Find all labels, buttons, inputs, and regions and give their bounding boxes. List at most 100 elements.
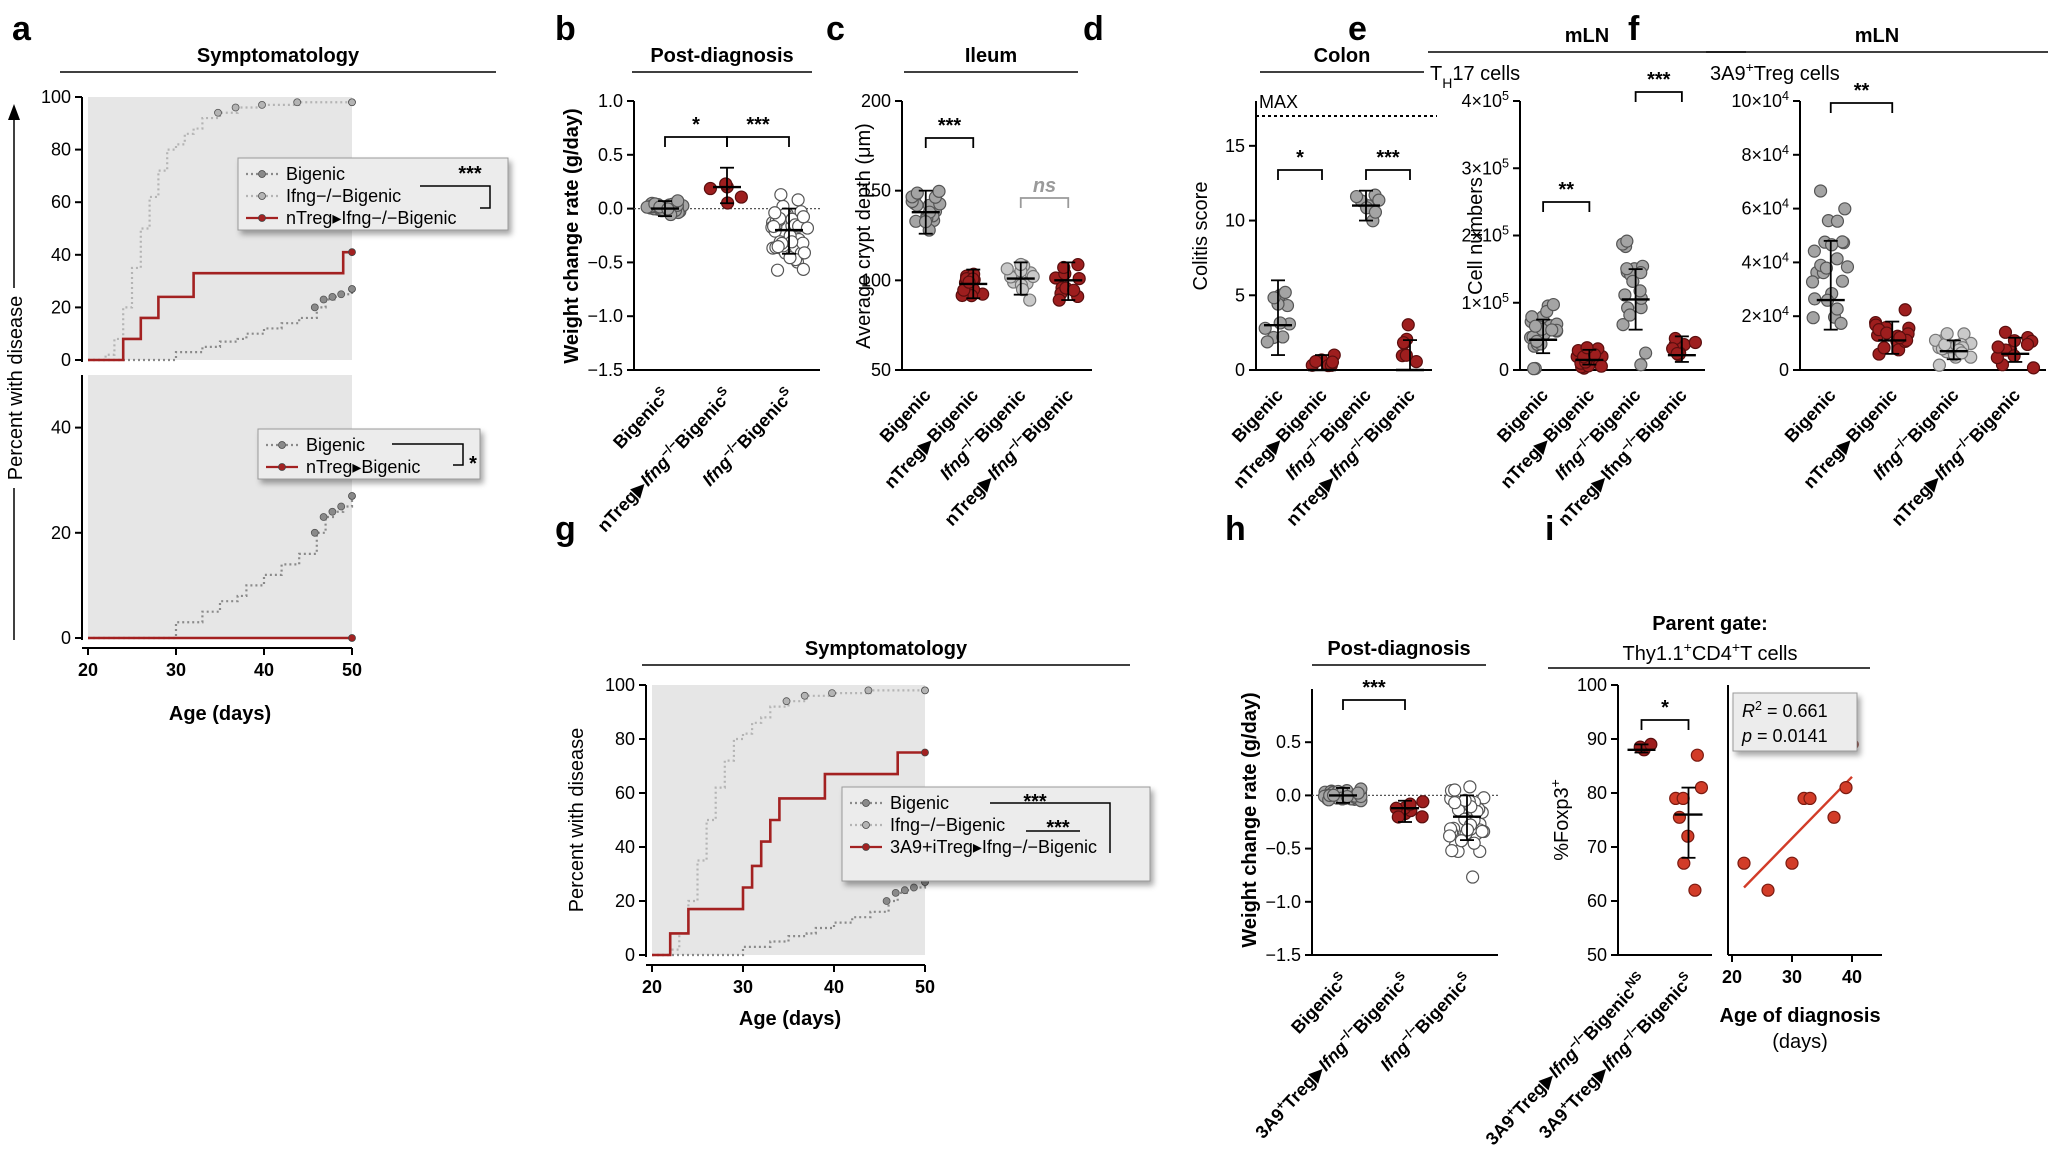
censor-mark-1 xyxy=(828,689,836,697)
data-point xyxy=(671,194,685,208)
data-point xyxy=(734,190,748,204)
panel-label-d: d xyxy=(1083,10,1104,48)
data-point xyxy=(962,275,976,289)
data-point xyxy=(1932,358,1946,372)
panel-f-title: mLN xyxy=(1855,25,1899,47)
panel-b-title: Post-diagnosis xyxy=(650,45,793,67)
significance-label: *** xyxy=(1023,791,1047,813)
data-point xyxy=(1623,308,1637,322)
data-point xyxy=(932,184,946,198)
x-tick-label: 50 xyxy=(342,660,362,680)
data-point xyxy=(1443,829,1457,843)
significance-label: *** xyxy=(938,115,962,137)
data-point xyxy=(1991,340,2005,354)
data-point xyxy=(1448,783,1462,797)
legend-label-1: nTreg▸Bigenic xyxy=(306,457,420,477)
data-point xyxy=(1325,355,1340,369)
y-tick-label: 0.5 xyxy=(598,145,623,165)
data-point xyxy=(1528,319,1543,333)
x-tick-label: 40 xyxy=(254,660,274,680)
y-tick-label: −1.5 xyxy=(1265,945,1301,965)
legend-label-0: Bigenic xyxy=(286,164,345,184)
data-point xyxy=(1267,291,1281,305)
data-point xyxy=(1466,870,1480,884)
y-tick-label: 20 xyxy=(615,891,635,911)
panel-i-title: Parent gate: xyxy=(1652,613,1768,635)
significance-bracket xyxy=(1342,699,1406,710)
y-tick-label: 80 xyxy=(615,729,635,749)
significance-bracket xyxy=(726,136,790,147)
data-point xyxy=(1672,810,1687,824)
data-point xyxy=(791,193,805,207)
scatter-point xyxy=(1761,883,1775,897)
scatter-point xyxy=(1785,856,1799,870)
significance-label: *** xyxy=(1362,677,1386,699)
significance-bracket xyxy=(1277,169,1323,180)
legend-label-2: 3A9+iTreg▸Ifng−/−Bigenic xyxy=(890,837,1097,857)
chart-g: 0 20 40 60 80 100 20 30 40 50 BigenicIfng−/−Bigeni… xyxy=(605,675,1151,997)
y-tick-label: 0 xyxy=(625,945,635,965)
series-end-point-1 xyxy=(348,634,356,642)
data-point xyxy=(1072,271,1086,286)
data-point xyxy=(1676,791,1690,806)
legend-label-2: nTreg▸Ifng−/−Bigenic xyxy=(286,208,456,228)
data-point xyxy=(1594,359,1608,373)
y-tick-label: 70 xyxy=(1587,837,1607,857)
censor-mark-0 xyxy=(900,886,909,895)
panel-h-ylabel: Weight change rate (g/day) xyxy=(1239,692,1261,947)
panel-label-a: a xyxy=(12,10,32,48)
y-tick-label: 20 xyxy=(51,297,71,317)
a-ylabel-bg xyxy=(0,288,28,488)
data-point xyxy=(1620,234,1634,248)
xlabel-line1: Age of diagnosis xyxy=(1719,1005,1880,1027)
data-point xyxy=(1639,346,1653,360)
panel-c-title: Ileum xyxy=(965,45,1017,67)
censor-mark-0 xyxy=(328,292,337,301)
significance-bracket xyxy=(392,443,464,466)
data-point xyxy=(1688,883,1702,897)
y-tick-label: 2×104 xyxy=(1741,304,1789,326)
censor-mark-0 xyxy=(310,303,319,312)
significance-label: * xyxy=(1296,147,1304,169)
y-tick-label: 0 xyxy=(1499,360,1509,380)
y-tick-label: 90 xyxy=(1587,729,1607,749)
data-point xyxy=(1546,297,1560,312)
data-point xyxy=(1877,341,1891,355)
y-tick-label: 0 xyxy=(61,628,71,648)
significance-bracket xyxy=(990,802,1111,853)
y-tick-label: 10×104 xyxy=(1731,89,1789,111)
panel-c-ylabel: Average crypt depth (μm) xyxy=(853,123,875,349)
censor-mark-1 xyxy=(258,100,266,109)
censor-mark-1 xyxy=(293,98,302,107)
data-point xyxy=(1026,269,1040,284)
panel-f-subtitle: 3A9+Treg cells xyxy=(1710,59,1840,85)
legend-swatch-dot-1 xyxy=(258,192,266,200)
panel-label-i: i xyxy=(1545,510,1554,548)
panel-label-g: g xyxy=(555,510,576,548)
panel-d-ylabel: Colitis score xyxy=(1190,182,1212,291)
censor-mark-1 xyxy=(800,691,809,700)
data-point xyxy=(1057,260,1071,275)
censor-mark-1 xyxy=(214,108,222,117)
scatter-point xyxy=(1839,780,1853,795)
legend-label-1: Ifng−/−Bigenic xyxy=(890,815,1005,835)
chart-d: 051015MAXBigenicnTreg▶BigenicIfng−/−Bige… xyxy=(1225,92,1437,530)
data-point xyxy=(1940,327,1954,341)
data-point xyxy=(1690,748,1704,762)
panel-a-title: Symptomatology xyxy=(197,45,360,67)
y-tick-label: 40 xyxy=(51,245,71,265)
data-point xyxy=(1448,796,1462,810)
a-y-arrow-head xyxy=(8,104,20,120)
y-tick-label: 100 xyxy=(861,270,891,290)
significance-bracket xyxy=(664,136,728,147)
data-point xyxy=(1071,258,1085,272)
chart-c: 50100150200BigenicnTreg▶BigenicIfng−/−Bi… xyxy=(861,91,1092,530)
xlabel-line2: (days) xyxy=(1772,1031,1828,1053)
legend-swatch-dot-0 xyxy=(862,799,870,807)
legend-swatch-dot-2 xyxy=(258,214,266,222)
data-point xyxy=(1830,302,1844,316)
y-tick-label: 0.0 xyxy=(598,199,623,219)
significance-bracket xyxy=(924,137,975,148)
